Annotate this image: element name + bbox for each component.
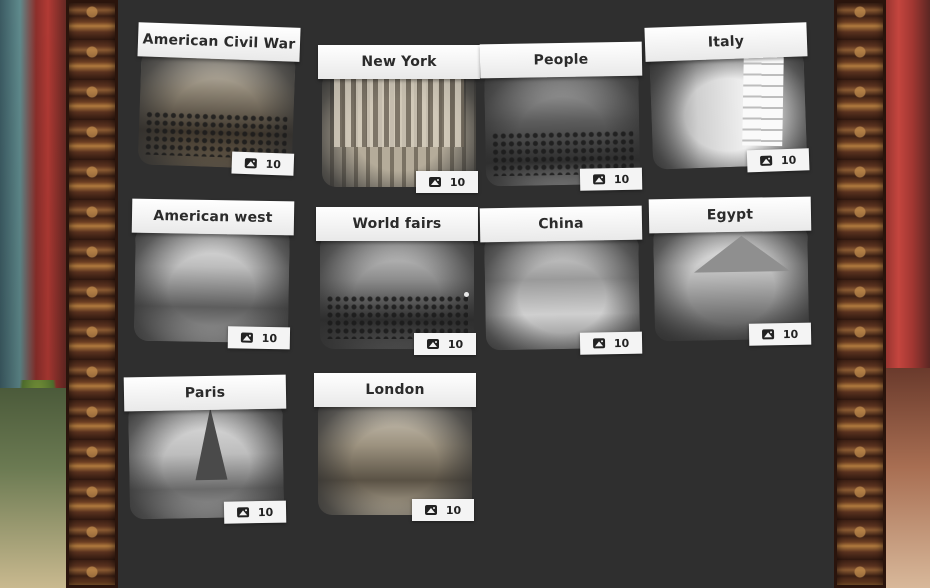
image-icon	[426, 339, 439, 349]
album-title: London	[314, 373, 476, 407]
photo-count-badge: 10	[223, 500, 287, 524]
photo-count-badge: 10	[414, 333, 476, 355]
album-title: American west	[131, 198, 295, 236]
album-card-world-fairs[interactable]: World fairs 10	[316, 207, 478, 357]
image-icon	[428, 177, 441, 187]
photo-count-badge: 10	[412, 499, 474, 521]
ornate-frame-right	[834, 0, 886, 588]
album-title: Paris	[123, 374, 287, 412]
album-card-london[interactable]: London 10	[314, 373, 476, 523]
ornate-frame-left	[66, 0, 118, 588]
photo-count: 10	[265, 157, 282, 171]
civil-war-photo	[137, 48, 296, 170]
album-title: New York	[318, 45, 480, 79]
photo-count-badge: 10	[231, 151, 295, 176]
image-icon	[761, 329, 775, 340]
photo-count: 10	[257, 505, 274, 519]
leaning-tower-silhouette	[742, 53, 784, 147]
photo-count-badge: 10	[748, 322, 812, 346]
crowd-silhouette	[326, 295, 468, 339]
new-york-photo	[322, 71, 476, 187]
album-card-american-west[interactable]: American west 10	[130, 198, 295, 352]
album-title: Italy	[644, 22, 808, 62]
photo-count: 10	[261, 331, 278, 345]
world-fairs-photo	[320, 233, 474, 349]
album-card-paris[interactable]: Paris 10	[123, 374, 289, 528]
photo-count-badge: 10	[416, 171, 478, 193]
album-title: People	[479, 41, 643, 79]
image-icon	[236, 507, 250, 518]
image-icon	[592, 338, 606, 349]
album-card-italy[interactable]: Italy 10	[644, 22, 811, 178]
photo-count-badge: 10	[227, 326, 291, 350]
album-title: Egypt	[648, 196, 812, 234]
eiffel-tower-silhouette	[194, 407, 228, 481]
london-photo	[318, 399, 472, 515]
image-icon	[244, 158, 257, 169]
photo-count: 10	[445, 503, 462, 517]
photo-count: 10	[447, 337, 464, 351]
photo-count-badge: 10	[746, 148, 810, 173]
album-card-china[interactable]: China 10	[479, 205, 645, 359]
american-west-photo	[133, 224, 290, 344]
album-card-new-york[interactable]: New York 10	[318, 45, 480, 195]
pyramid-silhouette	[693, 234, 790, 273]
album-card-american-civil-war[interactable]: American Civil War 10	[133, 22, 301, 178]
album-title: China	[479, 205, 643, 243]
album-card-people[interactable]: People 10	[479, 41, 645, 195]
photo-count: 10	[780, 153, 797, 167]
photo-count: 10	[449, 175, 466, 189]
photo-count: 10	[782, 327, 799, 341]
album-card-egypt[interactable]: Egypt 10	[648, 196, 814, 350]
image-icon	[424, 505, 437, 515]
image-icon	[759, 155, 773, 166]
photo-count: 10	[613, 172, 630, 186]
gaze-cursor	[464, 292, 469, 297]
album-title: American Civil War	[137, 22, 301, 62]
album-title: World fairs	[316, 207, 478, 241]
image-icon	[240, 332, 253, 343]
photo-count-badge: 10	[579, 331, 643, 355]
photo-count: 10	[613, 336, 630, 350]
image-icon	[592, 174, 606, 185]
photo-count-badge: 10	[579, 167, 643, 191]
columns-silhouette	[334, 77, 464, 147]
